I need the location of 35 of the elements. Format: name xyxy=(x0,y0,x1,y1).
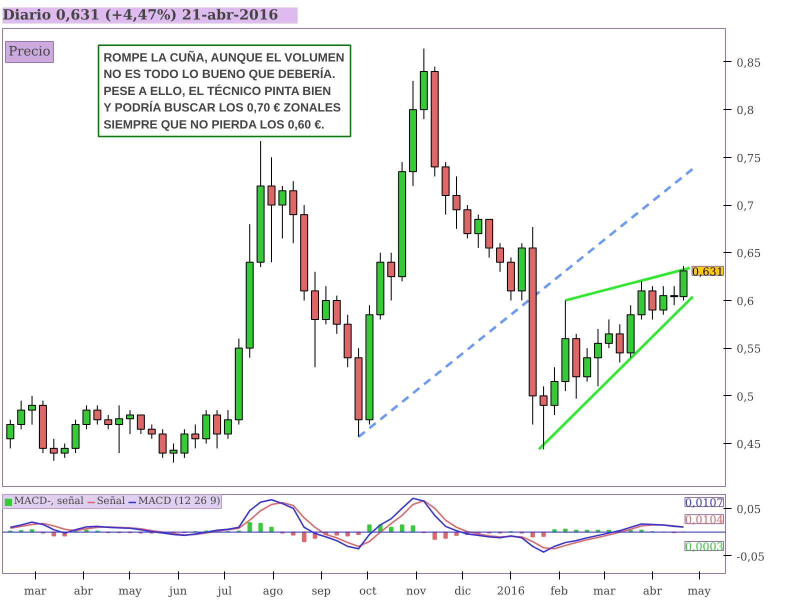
x-tick-label: oct xyxy=(359,584,378,598)
x-tick-label: nov xyxy=(406,584,427,598)
y-tick-label: 0,7 xyxy=(736,200,754,213)
y-tick-label: 0,5 xyxy=(736,390,754,404)
x-tick-label: abr xyxy=(74,584,94,598)
legend-label: MACD-, señal xyxy=(14,496,84,507)
chart-title: Diario 0,631 (+4,47%) 21-abr-2016 xyxy=(2,8,278,24)
x-tick-label: feb xyxy=(550,584,568,598)
x-tick-label: dic xyxy=(454,584,472,598)
x-tick-label: 2016 xyxy=(496,584,525,598)
y-tick-label: 0,45 xyxy=(736,438,761,452)
annotation: ROMPE LA CUÑA, AUNQUE EL VOLUMEN NO ES TODO LO BUENO QUE DEBERÍA. PESE A ELLO, EL TÉCNICO PINTA BIEN Y PODRÍA BUSCAR LOS 0,70 € ZONALES SIEMPRE QUE NO PIERDA LOS 0,60 €. xyxy=(104,50,344,132)
x-tick-label: may xyxy=(687,584,712,598)
y-tick-label: 0,6 xyxy=(736,294,754,308)
legend-label: Señal xyxy=(96,496,126,507)
y-tick-label: 0,8 xyxy=(736,104,754,118)
y-tick-label: 0,65 xyxy=(736,247,761,260)
annotation: Precio xyxy=(8,44,51,60)
y-tick-label: -0,05 xyxy=(736,550,765,564)
x-tick-label: may xyxy=(118,584,142,598)
y-tick-label: 0,75 xyxy=(736,152,761,165)
x-tick-label: mar xyxy=(24,584,48,598)
y-tick-label: 0,85 xyxy=(736,56,761,70)
x-tick-label: jul xyxy=(216,584,232,598)
x-tick-label: jun xyxy=(167,584,187,598)
x-tick-label: abr xyxy=(642,584,663,598)
y-tick-label: 0,55 xyxy=(736,342,761,356)
y-tick-label: 0,05 xyxy=(736,502,761,516)
x-tick-label: mar xyxy=(593,584,616,598)
legend-label: MACD (12 26 9) xyxy=(138,496,220,507)
x-tick-label: ago xyxy=(262,584,284,598)
x-tick-label: sep xyxy=(312,584,331,598)
annotation: 0,631 xyxy=(692,265,724,278)
annotation: 0,0107 xyxy=(685,496,724,510)
annotation: 0,0003 xyxy=(685,540,724,554)
